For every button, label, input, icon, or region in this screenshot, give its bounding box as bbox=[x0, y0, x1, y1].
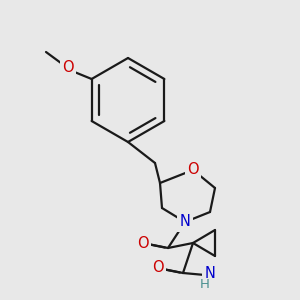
Text: N: N bbox=[205, 266, 215, 281]
Text: O: O bbox=[137, 236, 149, 250]
Text: O: O bbox=[187, 163, 199, 178]
Text: N: N bbox=[180, 214, 190, 230]
Text: H: H bbox=[200, 278, 210, 292]
Text: O: O bbox=[62, 61, 74, 76]
Text: O: O bbox=[152, 260, 164, 275]
